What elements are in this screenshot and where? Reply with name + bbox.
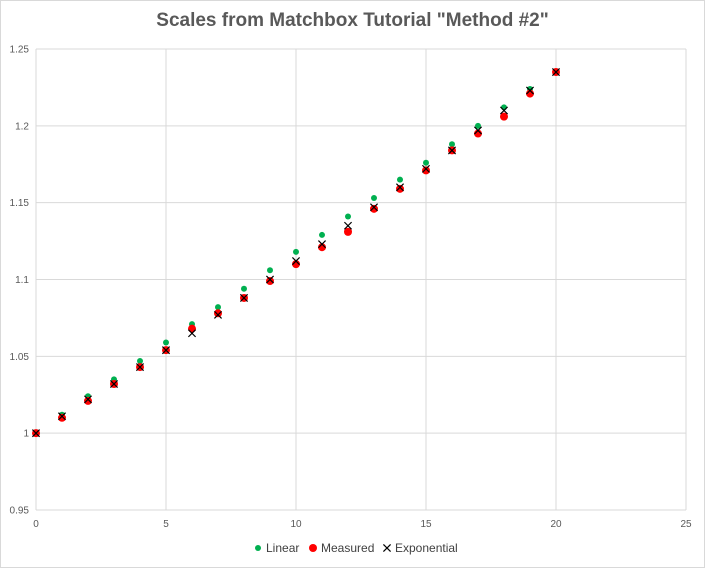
point-linear — [345, 213, 351, 220]
chart-title: Scales from Matchbox Tutorial "Method #2… — [156, 10, 549, 31]
x-marker-stroke — [473, 126, 483, 135]
x-marker-stroke — [317, 240, 327, 249]
point-exponential — [551, 68, 561, 77]
y-tick-label: 1.05 — [10, 352, 30, 363]
point-exponential — [499, 106, 509, 115]
point-linear — [137, 357, 143, 364]
point-measured — [188, 324, 196, 333]
x-marker-stroke — [109, 379, 119, 389]
point-linear — [475, 122, 481, 129]
point-measured — [344, 227, 352, 236]
y-axis-ticks: 0.95 1 1.05 1.1 1.15 1.2 1.25 — [10, 45, 30, 517]
point-exponential — [83, 395, 93, 404]
point-linear — [319, 231, 325, 238]
point-linear — [501, 104, 507, 111]
point-measured — [526, 89, 534, 98]
point-exponential — [343, 221, 353, 230]
point-exponential — [265, 275, 275, 284]
y-tick-label: 1.25 — [10, 45, 30, 56]
point-measured — [58, 413, 66, 422]
point-measured — [292, 260, 300, 269]
legend-label-linear: Linear — [266, 541, 299, 555]
point-measured — [500, 112, 508, 121]
x-marker-stroke — [421, 164, 431, 173]
data-marks — [31, 68, 561, 438]
point-exponential — [447, 146, 457, 155]
x-marker-stroke — [213, 310, 223, 319]
point-measured — [84, 396, 92, 405]
x-marker-stroke — [343, 221, 353, 230]
x-marker-stroke — [551, 68, 561, 77]
y-tick-label: 1 — [23, 429, 29, 440]
point-exponential — [369, 203, 379, 212]
y-tick-label: 1.15 — [10, 198, 30, 209]
legend: Linear Measured Exponential — [255, 541, 458, 555]
point-linear — [397, 176, 403, 183]
point-linear — [423, 159, 429, 166]
legend-marker-measured — [309, 544, 317, 552]
point-measured — [422, 166, 430, 175]
x-tick-label: 15 — [420, 519, 432, 530]
x-marker-stroke — [382, 543, 392, 553]
point-exponential — [109, 379, 119, 389]
x-tick-label: 5 — [163, 519, 169, 530]
point-measured — [474, 129, 482, 138]
y-tick-label: 0.95 — [10, 506, 30, 517]
x-tick-label: 10 — [290, 519, 302, 530]
x-tick-label: 0 — [33, 519, 39, 530]
gridlines — [35, 48, 687, 511]
x-marker-stroke — [239, 293, 249, 302]
x-marker-stroke — [265, 275, 275, 284]
point-exponential — [187, 329, 197, 338]
point-linear — [163, 339, 169, 346]
point-linear — [449, 141, 455, 148]
point-exponential — [57, 412, 67, 421]
point-exponential — [213, 310, 223, 319]
x-tick-label: 25 — [680, 519, 692, 530]
x-marker-stroke — [369, 203, 379, 212]
x-marker-stroke — [525, 86, 535, 95]
point-measured — [214, 309, 222, 318]
y-tick-label: 1.1 — [15, 275, 29, 286]
point-exponential — [291, 257, 301, 266]
x-marker-stroke — [291, 257, 301, 266]
point-measured — [266, 277, 274, 286]
point-exponential — [525, 86, 535, 95]
point-exponential — [473, 126, 483, 135]
legend-marker-linear — [255, 545, 261, 551]
point-exponential — [161, 346, 171, 355]
point-exponential — [317, 240, 327, 249]
point-linear — [241, 285, 247, 292]
x-marker-stroke — [187, 329, 197, 338]
point-exponential — [31, 429, 41, 438]
legend-label-measured: Measured — [321, 541, 374, 555]
point-linear — [293, 248, 299, 255]
legend-label-exponential: Exponential — [395, 541, 458, 555]
x-tick-label: 20 — [550, 519, 562, 530]
point-exponential — [239, 293, 249, 302]
y-tick-label: 1.2 — [15, 121, 29, 132]
point-linear — [215, 304, 221, 311]
x-marker-stroke — [161, 346, 171, 355]
point-measured — [396, 184, 404, 193]
x-marker-stroke — [499, 106, 509, 115]
point-measured — [318, 243, 326, 252]
point-exponential — [135, 363, 145, 372]
point-measured — [370, 204, 378, 213]
point-exponential — [421, 164, 431, 173]
x-axis-ticks: 0 5 10 15 20 25 — [33, 519, 692, 530]
x-marker-stroke — [135, 363, 145, 372]
point-exponential — [395, 183, 405, 192]
x-marker-stroke — [83, 395, 93, 404]
x-marker-stroke — [57, 412, 67, 421]
x-marker-stroke — [395, 183, 405, 192]
point-linear — [371, 195, 377, 202]
x-marker-stroke — [447, 146, 457, 155]
x-marker-stroke — [31, 429, 41, 438]
legend-marker-exponential — [382, 543, 392, 553]
point-linear — [267, 267, 273, 274]
